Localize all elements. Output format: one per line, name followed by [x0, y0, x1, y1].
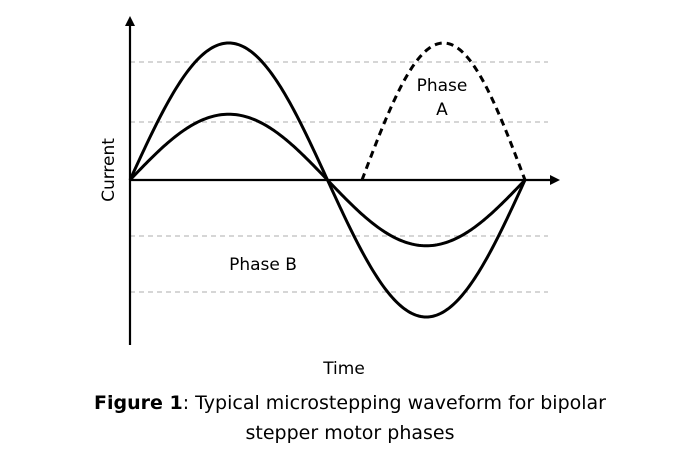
- horizontal-axis-label: Time: [322, 359, 365, 379]
- waveform-diagram: Current Time Phase A Phase B: [99, 16, 560, 379]
- caption-label: Figure 1: [93, 392, 183, 414]
- caption-line-2: stepper motor phases: [245, 422, 455, 444]
- phase-a-dashed-curve: [360, 41, 527, 181]
- phase-a-label-line2: A: [436, 100, 448, 120]
- phase-b-label: Phase B: [229, 255, 297, 275]
- phase-b-reduced-amplitude-curve: [128, 112, 527, 248]
- vertical-axis-label: Current: [99, 138, 119, 202]
- figure-caption: Figure 1: Typical microstepping waveform…: [0, 388, 700, 448]
- caption-line-1: Figure 1: Typical microstepping waveform…: [0, 388, 700, 418]
- caption-text-line-1: : Typical microstepping waveform for bip…: [182, 392, 606, 414]
- phase-a-label-line1: Phase: [417, 76, 468, 96]
